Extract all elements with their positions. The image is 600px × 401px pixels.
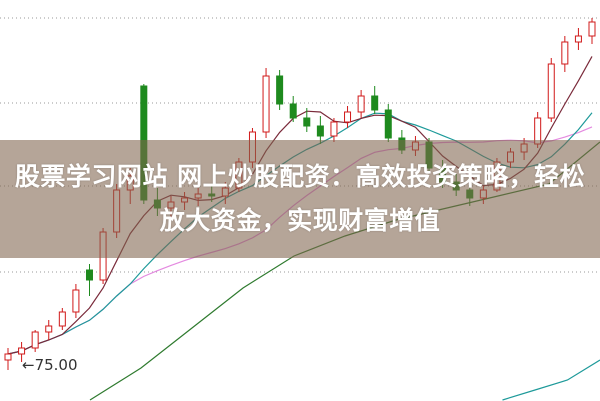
candle-body [58, 311, 66, 327]
candle-body [344, 111, 352, 123]
title-banner: 股票学习网站 网上炒股配资：高效投资策略，轻松放大资金，实现财富增值 [0, 140, 600, 258]
candle-body [574, 35, 582, 43]
price-annotation: ←75.00 [22, 356, 78, 374]
candle-body [384, 109, 392, 139]
candle-body [262, 75, 270, 133]
candle-body [316, 125, 324, 137]
candle-body [330, 121, 338, 137]
candle-body [371, 95, 379, 111]
candle-body [72, 289, 80, 313]
candle-body [588, 21, 596, 37]
arrow-left-icon: ← [22, 356, 35, 374]
candle-body [4, 353, 12, 361]
candle-body [561, 41, 569, 65]
candle-body [303, 117, 311, 127]
candle-body [357, 95, 365, 113]
ma-very-long-line [502, 359, 600, 401]
candle-body [85, 269, 93, 281]
candle-body [547, 63, 555, 119]
candle-body [18, 347, 26, 355]
candle-body [289, 103, 297, 119]
candle-body [45, 325, 53, 333]
banner-title: 股票学习网站 网上炒股配资：高效投资策略，轻松放大资金，实现财富增值 [14, 162, 586, 235]
candle-body [31, 331, 39, 349]
price-annotation-value: 75.00 [34, 356, 78, 374]
candle-body [276, 75, 284, 105]
